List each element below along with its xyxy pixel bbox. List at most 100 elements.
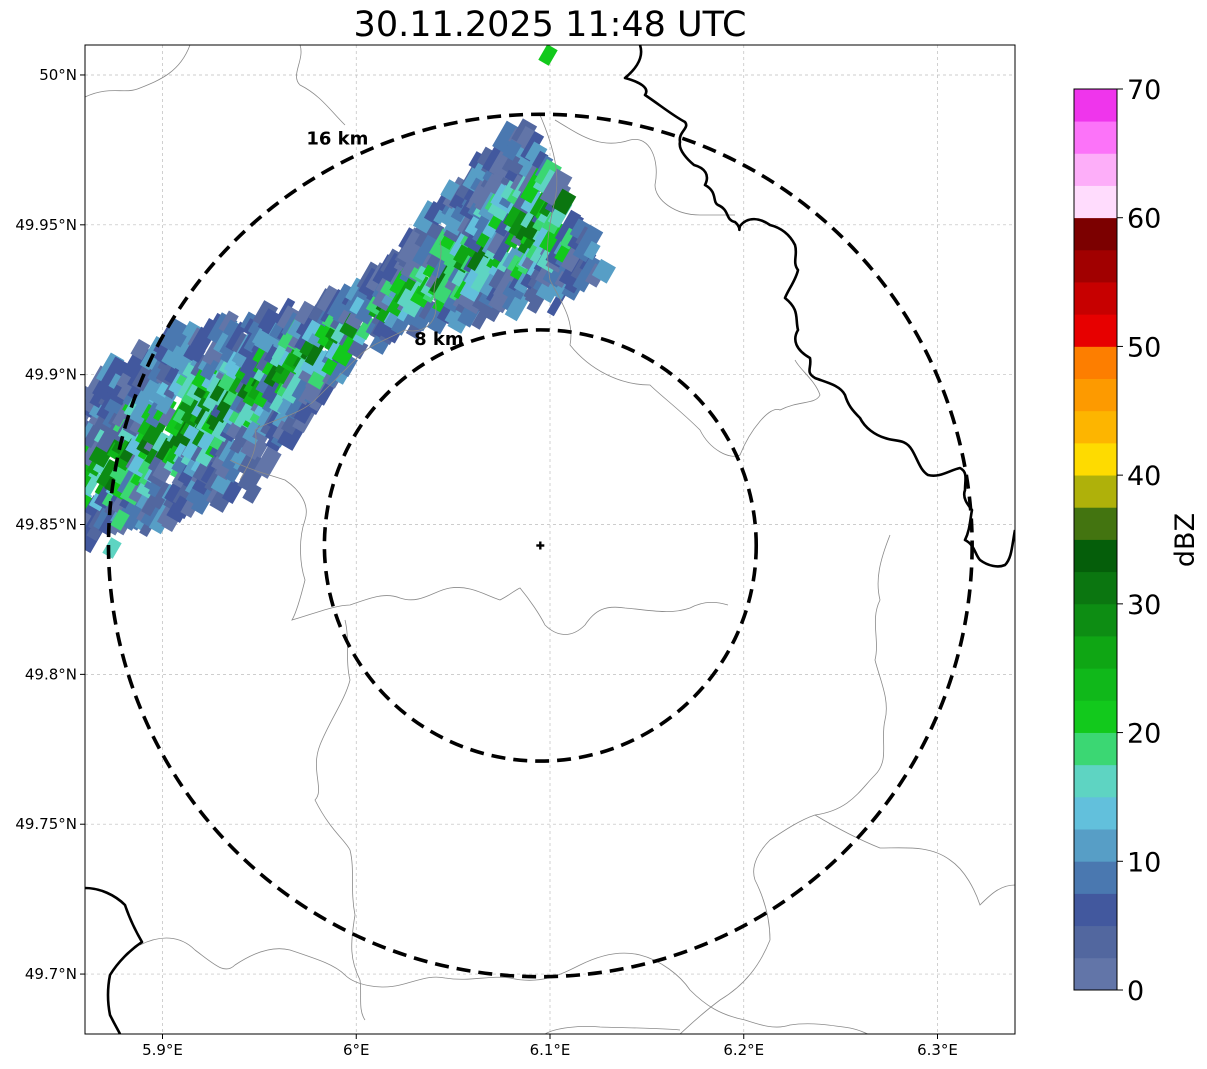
echo-cell xyxy=(159,318,188,352)
range-rings: 8 km 16 km xyxy=(106,112,974,979)
admin-border-10 xyxy=(814,814,1015,906)
echo-cell xyxy=(51,434,69,457)
echo-cell xyxy=(41,472,65,502)
echo-cell xyxy=(59,432,78,452)
echo-cell xyxy=(57,461,74,483)
echo-cell xyxy=(63,491,80,509)
colorbar-swatch xyxy=(1074,700,1117,733)
colorbar-tick-label: 40 xyxy=(1127,461,1161,492)
admin-border-5 xyxy=(254,239,442,431)
colorbar-swatch xyxy=(1074,893,1117,927)
lat-tick-label: 49.7°N xyxy=(25,965,77,983)
echo-cell xyxy=(44,480,70,507)
national-border-east xyxy=(623,45,1015,568)
colorbar-swatch xyxy=(1074,539,1117,573)
echo-cell xyxy=(59,469,80,491)
colorbar-swatch xyxy=(1074,475,1117,508)
lat-tick-label: 49.95°N xyxy=(15,216,77,234)
range-ring-label: 16 km xyxy=(306,128,368,149)
colorbar-swatch xyxy=(1074,925,1117,959)
echo-cell xyxy=(551,188,577,216)
colorbar-swatch xyxy=(1074,732,1117,766)
colorbar-swatch xyxy=(1074,153,1117,186)
colorbar-tick-label: 0 xyxy=(1127,976,1144,1007)
reflectivity-echoes xyxy=(24,45,616,559)
echo-cell xyxy=(567,213,584,232)
colorbar-tick-label: 50 xyxy=(1127,332,1161,363)
national-borders xyxy=(85,45,1015,1034)
colorbar-swatch xyxy=(1074,571,1117,605)
echo-cell xyxy=(583,240,601,261)
echo-cell xyxy=(538,45,558,66)
echo-cell xyxy=(35,426,65,462)
echo-cell xyxy=(32,455,49,476)
echo-cell xyxy=(242,482,262,504)
colorbar-frame xyxy=(1073,88,1118,991)
lon-tick-label: 6.1°E xyxy=(530,1041,571,1059)
echo-cell xyxy=(44,425,68,452)
lat-tick-label: 49.9°N xyxy=(25,366,77,384)
lon-tick-label: 6.3°E xyxy=(917,1041,958,1059)
admin-border-11 xyxy=(139,937,869,1034)
colorbar-swatch xyxy=(1074,829,1117,862)
echo-cell xyxy=(39,485,63,518)
echo-cell xyxy=(44,443,71,473)
colorbar-tick-label: 10 xyxy=(1127,847,1161,878)
echo-cell xyxy=(32,475,53,499)
colorbar-swatch xyxy=(1074,314,1117,347)
colorbar-label: dBZ xyxy=(1170,513,1201,567)
lat-tick-label: 49.85°N xyxy=(15,516,77,534)
national-border-southwest xyxy=(85,886,144,1034)
echo-cell xyxy=(39,450,63,481)
echo-cell xyxy=(35,461,64,498)
echo-cell xyxy=(49,451,74,479)
echo-cell xyxy=(33,439,54,465)
echo-cell xyxy=(85,411,88,448)
lon-tick-label: 5.9°E xyxy=(142,1041,183,1059)
admin-border-7 xyxy=(239,429,257,481)
map-panel: 8 km 16 km xyxy=(24,45,1015,1034)
lon-tick-label: 6°E xyxy=(343,1041,370,1059)
echo-cell xyxy=(48,486,75,515)
echo-cell xyxy=(24,462,46,486)
lon-tick-label: 6.2°E xyxy=(723,1041,764,1059)
echo-cell xyxy=(524,141,548,166)
radar-site-marker xyxy=(536,541,545,550)
colorbar-swatch xyxy=(1074,668,1117,701)
echo-cell xyxy=(520,187,546,216)
range-ring-16km xyxy=(106,112,974,979)
colorbar-swatch xyxy=(1074,603,1117,637)
echo-cell xyxy=(40,434,68,468)
echo-cell xyxy=(63,456,82,477)
lat-tick-label: 49.8°N xyxy=(25,665,77,683)
colorbar-swatch xyxy=(1074,282,1117,315)
echo-cell xyxy=(56,481,79,506)
echo-cell xyxy=(572,224,604,263)
admin-border-12 xyxy=(544,1026,681,1034)
echo-cell xyxy=(569,218,591,241)
echo-cell xyxy=(492,120,521,154)
echo-cell xyxy=(130,338,151,361)
echo-cell xyxy=(54,423,76,447)
colorbar-tick-label: 20 xyxy=(1127,719,1161,750)
colorbar-swatch xyxy=(1074,89,1117,122)
colorbar-tick-label: 30 xyxy=(1127,590,1161,621)
colorbar-swatch xyxy=(1074,764,1117,798)
axis-ticks: 5.9°E 6°E 6.1°E 6.2°E 6.3°E 50°N 49.95°N 49.9°N… xyxy=(15,66,958,1059)
colorbar-tick-label: 70 xyxy=(1127,75,1161,106)
echo-cell xyxy=(57,411,79,433)
echo-cell xyxy=(158,405,180,429)
colorbar-swatch xyxy=(1074,442,1117,476)
colorbar-swatch xyxy=(1074,249,1117,283)
colorbar-swatch xyxy=(1074,861,1117,894)
echo-cell xyxy=(440,179,460,201)
range-ring-label: 8 km xyxy=(414,329,464,350)
echo-cell xyxy=(110,509,130,531)
echo-cell xyxy=(251,439,269,459)
echo-cell xyxy=(218,310,239,335)
echo-cell xyxy=(27,448,47,470)
colorbar-swatch xyxy=(1074,507,1117,540)
admin-border-8 xyxy=(314,619,366,1021)
range-ring-8km xyxy=(322,328,759,763)
